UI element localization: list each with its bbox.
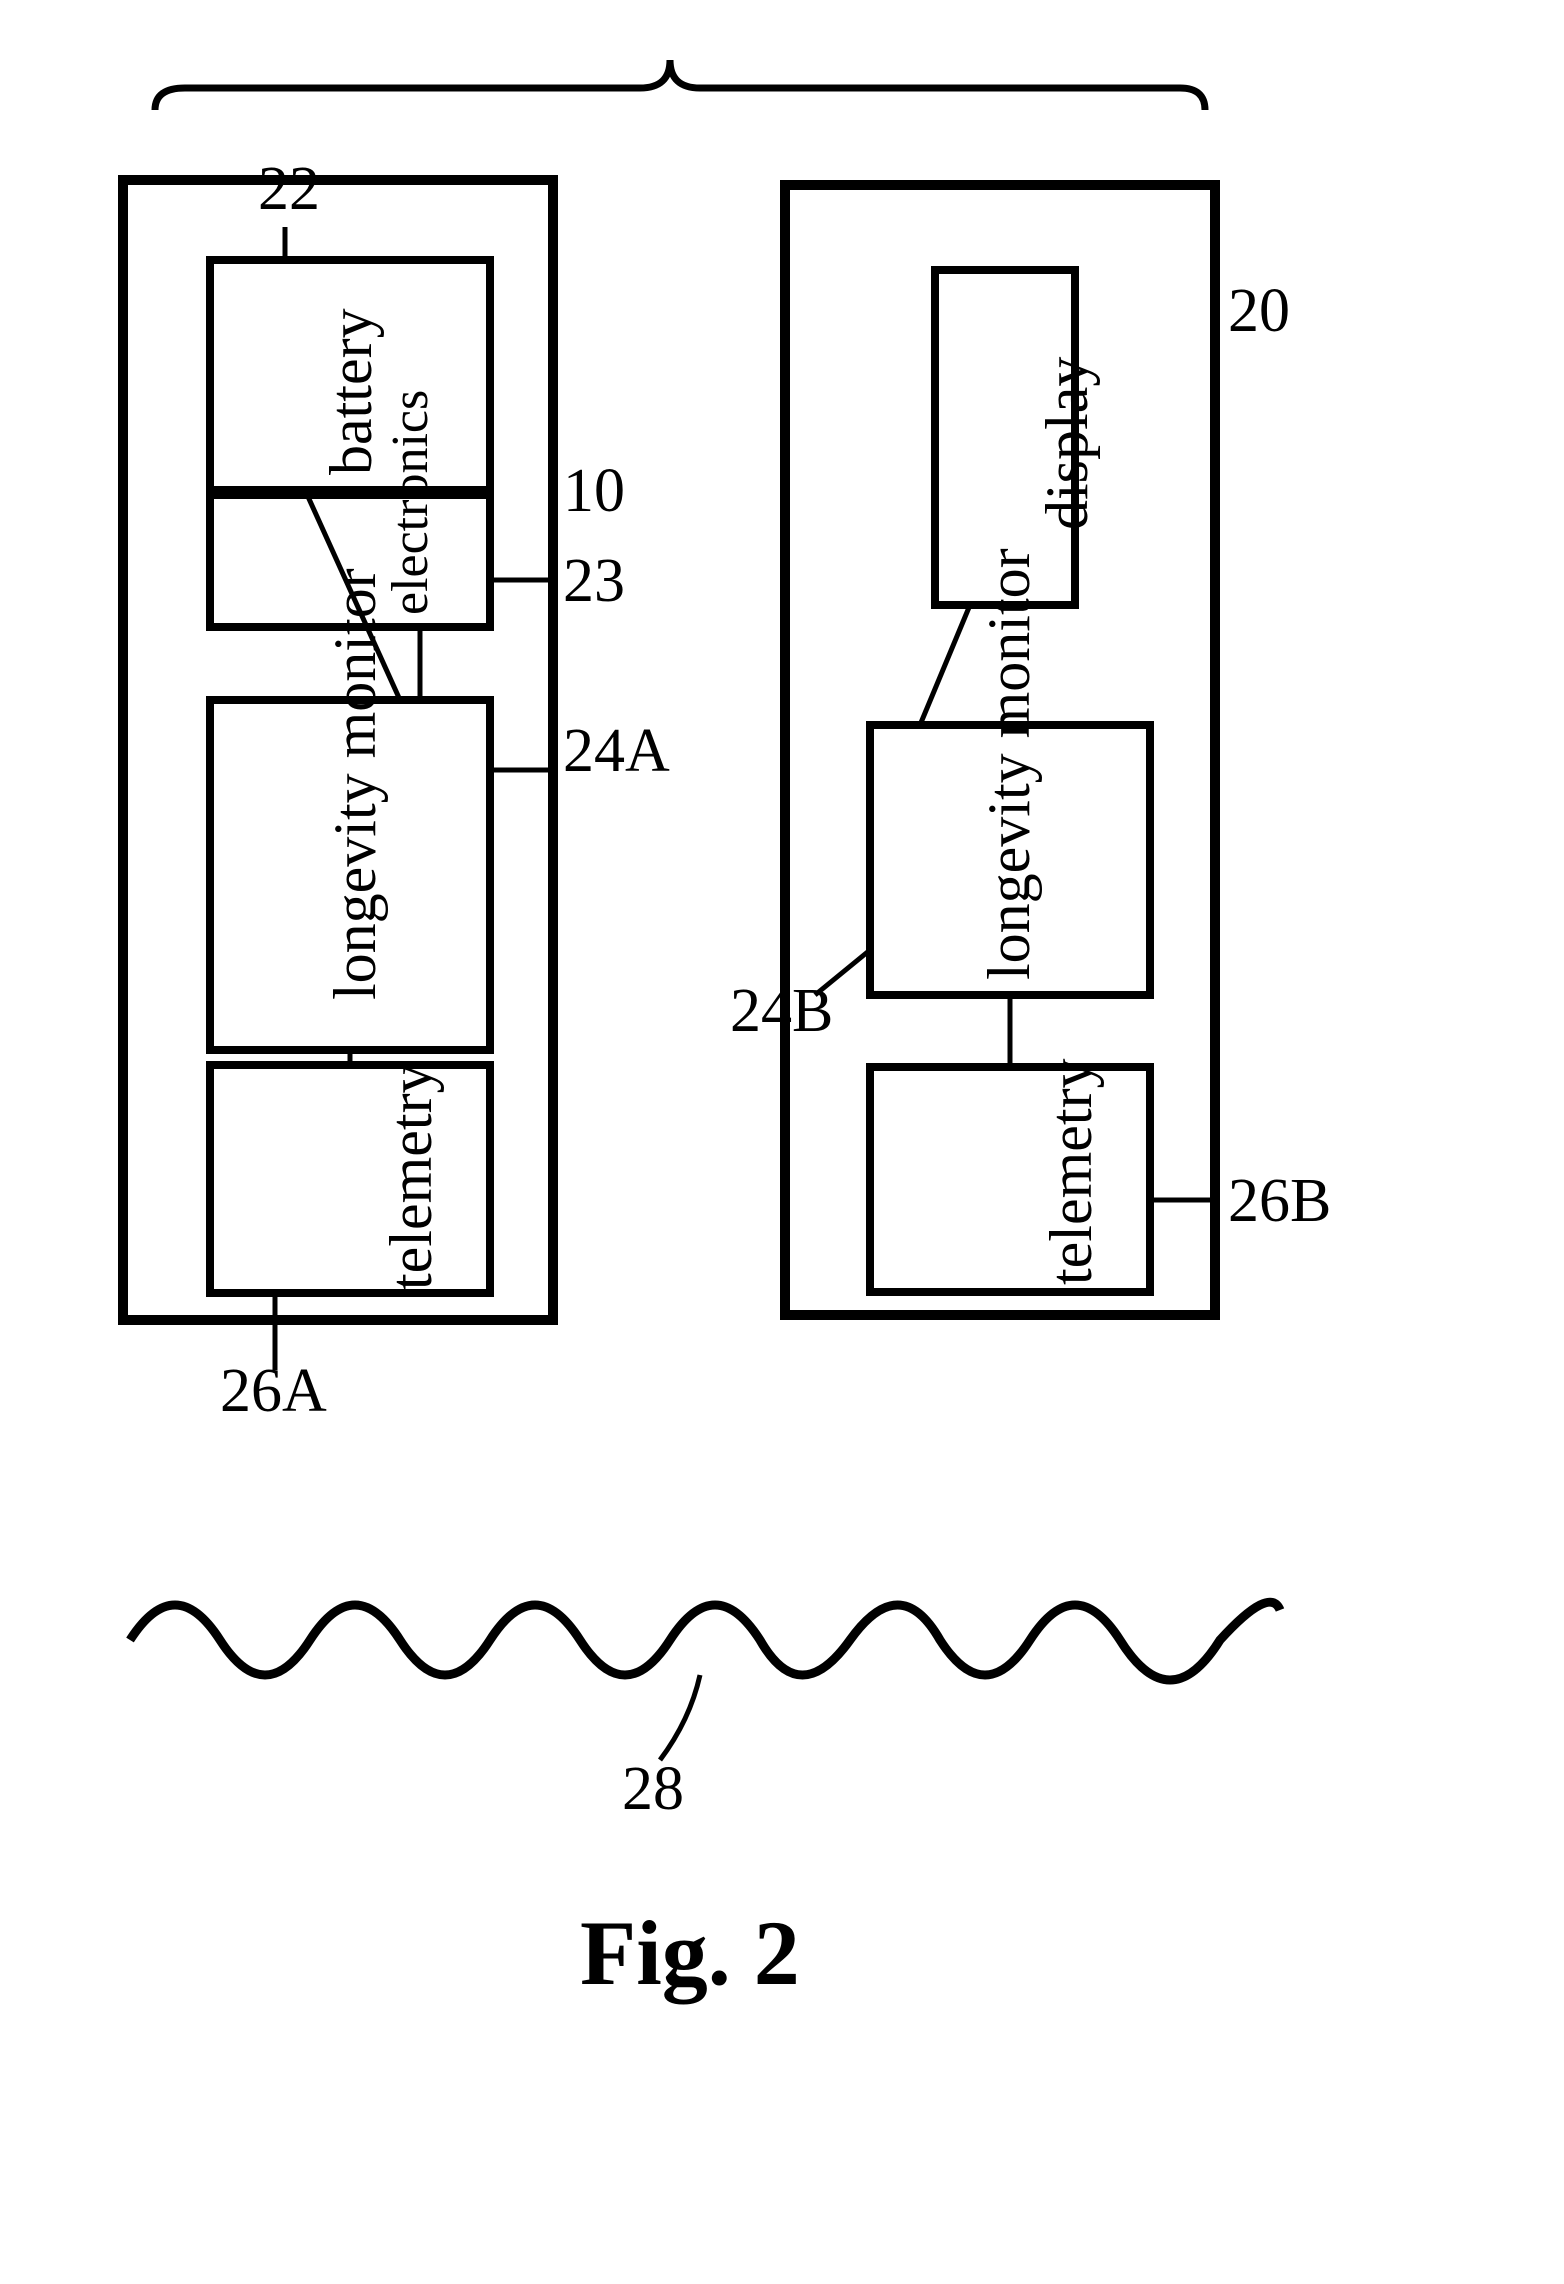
label-20: 20 [1228, 280, 1290, 342]
right-longevity-text: longevity monitor [978, 548, 1041, 980]
label-28: 28 [622, 1758, 684, 1820]
left-telemetry-rect [210, 1065, 490, 1293]
label-26A: 26A [220, 1360, 327, 1422]
battery-text: battery [320, 308, 383, 475]
right-telemetry-text: telemetry [1040, 1058, 1103, 1285]
electronics-text: electronics [384, 390, 439, 615]
left-longevity-text: longevity monitor [324, 568, 387, 1000]
conn-display-longevity [920, 605, 970, 725]
right-telemetry-rect [870, 1067, 1150, 1292]
label-24B: 24B [730, 980, 833, 1042]
label-24A: 24A [563, 720, 670, 782]
label-26B: 26B [1228, 1170, 1331, 1232]
label-10: 10 [563, 460, 625, 522]
label-22: 22 [258, 158, 320, 220]
display-text: display [1036, 357, 1099, 530]
figure-caption: Fig. 2 [580, 1900, 800, 2006]
brace-path [155, 60, 1205, 110]
leader-28 [660, 1675, 700, 1760]
label-23: 23 [563, 550, 625, 612]
left-telemetry-text: telemetry [380, 1063, 443, 1290]
boundary-wave [130, 1602, 1280, 1680]
